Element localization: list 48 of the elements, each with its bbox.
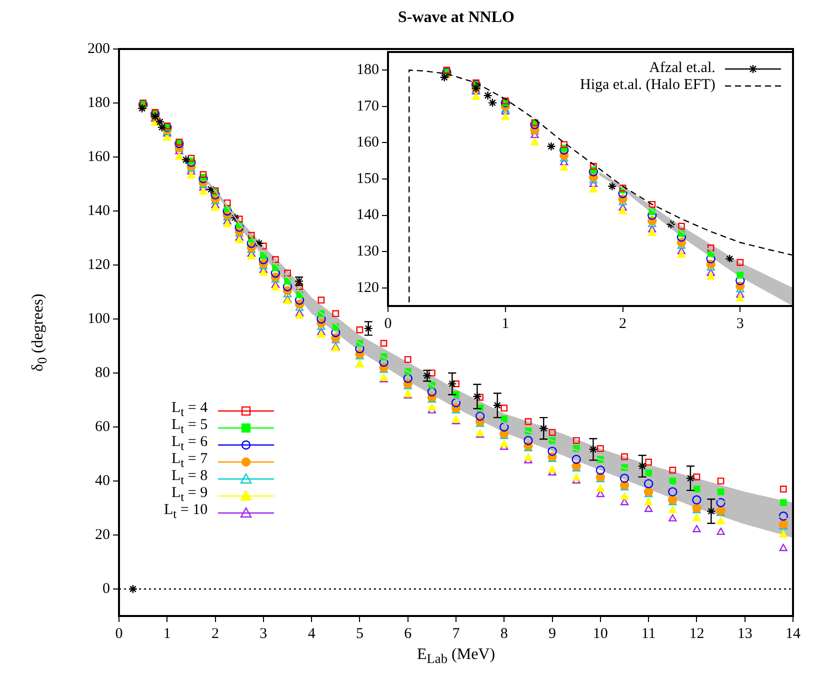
legend-label: L$_{t}$ = 8 xyxy=(172,468,208,487)
x-tick-label: 10 xyxy=(592,626,608,642)
y-tick-label: 60 xyxy=(95,418,110,435)
x-tick-label: 3 xyxy=(736,316,744,332)
y-tick-label: 160 xyxy=(356,134,379,151)
y-tick-label: 100 xyxy=(88,310,110,327)
x-tick-label: 14 xyxy=(786,626,801,642)
y-tick-label: 20 xyxy=(95,526,110,543)
y-tick-label: 180 xyxy=(88,94,110,111)
y-tick-label: 130 xyxy=(356,244,379,260)
y-tick-label: 150 xyxy=(356,170,379,187)
x-tick-label: 3 xyxy=(260,626,268,642)
chart-title: S-wave at NNLO xyxy=(398,9,514,27)
legend-label: Higa et.al. (Halo EFT) xyxy=(580,77,716,94)
x-tick-label: 7 xyxy=(452,626,460,642)
y-tick-label: 200 xyxy=(88,40,110,57)
x-tick-label: 13 xyxy=(737,626,752,642)
y-tick-label: 140 xyxy=(356,207,379,224)
y-tick-label: 180 xyxy=(356,62,379,78)
x-tick-label: 0 xyxy=(115,626,123,642)
y-tick-label: 80 xyxy=(95,364,110,381)
x-tick-label: 1 xyxy=(502,316,510,332)
legend-label: Afzal et.al. xyxy=(649,60,716,77)
x-tick-label: 4 xyxy=(308,626,316,642)
x-tick-label: 11 xyxy=(641,626,656,642)
y-tick-label: 120 xyxy=(356,280,379,296)
legend-label: L$_{t}$ = 6 xyxy=(172,434,208,453)
x-tick-label: 5 xyxy=(356,626,364,642)
y-tick-label: 0 xyxy=(102,580,110,597)
x-axis-title: E$_{Lab}$ (MeV) xyxy=(417,646,496,668)
legend-label: L$_{t}$ = 7 xyxy=(172,451,208,470)
y-tick-label: 160 xyxy=(88,148,110,165)
legend-label: L$_{t}$ = 9 xyxy=(172,485,208,504)
y-tick-label: 140 xyxy=(88,202,110,219)
legend-label: L$_{t}$ = 4 xyxy=(172,400,208,419)
x-tick-label: 0 xyxy=(384,316,392,332)
x-tick-label: 8 xyxy=(500,626,508,642)
x-tick-label: 1 xyxy=(163,626,171,642)
y-tick-label: 170 xyxy=(356,98,379,114)
x-tick-label: 6 xyxy=(404,626,412,642)
y-tick-label: 40 xyxy=(95,472,110,489)
x-tick-label: 2 xyxy=(619,316,627,332)
x-tick-label: 9 xyxy=(548,626,556,642)
y-tick-label: 120 xyxy=(88,256,110,273)
legend-label: L$_{t}$ = 10 xyxy=(164,502,208,523)
x-tick-label: 12 xyxy=(689,626,704,642)
x-tick-label: 2 xyxy=(212,626,220,642)
legend-label: L$_{t}$ = 5 xyxy=(172,417,208,436)
